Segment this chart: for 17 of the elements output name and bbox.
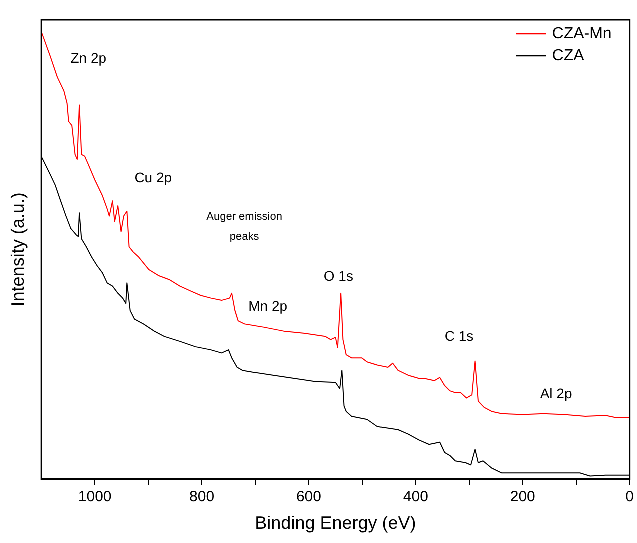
annotation: Auger emission peaks xyxy=(206,210,282,243)
y-axis-title: Intensity (a.u.) xyxy=(8,192,28,307)
annotation: Al 2p xyxy=(540,385,572,402)
x-tick-label: 600 xyxy=(296,488,322,506)
annotation: O 1s xyxy=(324,268,354,284)
x-tick-label: 400 xyxy=(403,488,428,506)
x-tick-label: 200 xyxy=(510,488,536,506)
annotation: Cu 2p xyxy=(134,169,172,186)
x-tick-label: 800 xyxy=(190,488,215,506)
x-axis-title: Binding Energy (eV) xyxy=(255,513,416,534)
annotation: Mn 2p xyxy=(248,298,288,314)
legend-label: CZA xyxy=(552,47,585,64)
legend-label: CZA-Mn xyxy=(552,25,612,42)
annotation: Zn 2p xyxy=(70,50,107,66)
x-tick-label: 0 xyxy=(626,488,634,506)
annotation: C 1s xyxy=(444,328,474,344)
x-tick-label: 1000 xyxy=(78,488,112,506)
